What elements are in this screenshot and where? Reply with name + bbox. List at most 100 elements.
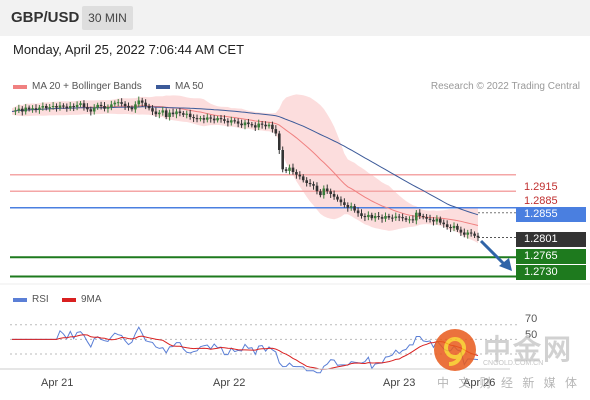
x-label-apr21: Apr 21 [41,377,74,389]
candle-body [147,106,151,109]
x-label-apr23: Apr 23 [383,377,416,389]
rsi-level-70: 70 [525,313,538,325]
candle-body [387,216,391,218]
credit-text: Research © 2022 Trading Central [430,81,580,92]
candle-body [415,212,418,221]
candle-body [346,205,350,208]
candle-body [17,108,21,111]
candle-body [219,118,223,120]
rsi-line [12,326,479,374]
candle-body [278,133,281,150]
candle-body [140,100,144,103]
candle-body [469,232,473,234]
candle-body [401,217,404,219]
candle-body [254,125,257,128]
candle-body [14,110,17,112]
candle-body [421,216,425,218]
level-tag-1.2915: 1.2915 [524,181,558,193]
candle-body [34,108,38,110]
candle-body [264,124,267,127]
candle-body [144,102,147,106]
candle-body [137,100,141,105]
candle-body [127,106,130,108]
candle-body [171,112,175,115]
candle-body [178,111,182,114]
legend-ma20: MA 20 + Bollinger Bands [13,81,142,92]
level-tag-1.2801: 1.2801 [516,232,586,247]
candle-body [113,102,117,105]
candle-body [51,106,55,108]
candle-body [360,213,363,216]
legend-9ma-swatch [62,297,76,302]
candle-body [72,106,75,108]
candle-body [86,107,89,110]
candle-body [168,112,171,117]
candle-body [236,121,240,124]
candle-body [452,225,456,229]
candle-body [257,123,260,128]
candle-body [79,103,82,105]
legend-9ma-label: 9MA [81,294,102,305]
candle-body [134,104,137,110]
candle-body [223,119,226,121]
level-tag-1.2885: 1.2885 [524,195,558,207]
candle-body [233,120,236,122]
timeframe-button[interactable]: 30 MIN [82,6,133,30]
candle-body [428,218,432,220]
ma20-line [11,105,479,226]
candle-body [459,229,463,233]
candle-body [370,214,374,219]
candle-body [195,118,199,120]
candle-body [312,184,315,186]
candle-body [243,122,247,126]
candle-body [89,109,93,112]
candle-body [27,107,31,110]
rsi-panel [10,324,518,374]
watermark-logo-icon [434,329,476,371]
legend-ma50-swatch [156,84,170,89]
candle-body [21,108,24,112]
candle-body [329,191,332,194]
candle-body [367,214,370,218]
candle-body [425,217,428,219]
ma50-line [11,106,479,216]
candle-body [24,107,27,112]
candle-body [271,124,274,130]
candle-body [65,106,69,109]
candle-body [38,107,41,110]
candle-body [336,196,339,200]
candle-body [188,113,192,117]
legend-ma20-label: MA 20 + Bollinger Bands [32,81,142,92]
candle-body [281,150,284,170]
candle-body [92,107,96,112]
watermark-site: CNGOLD.COM.CN [483,360,544,367]
price-levels [10,174,516,278]
candle-body [391,217,394,219]
candle-body [408,219,411,221]
forecast-arrow-head [499,258,512,271]
candle-body [353,206,356,211]
watermark-tagline: 中 文 财 经 新 媒 体 [437,376,581,390]
candle-body [48,107,51,109]
candle-body [230,120,233,123]
candle-body [206,117,209,120]
candle-body [339,199,343,203]
symbol-title: GBP/USD [11,9,80,26]
candle-body [192,117,195,119]
candle-body [308,183,312,185]
candle-body [295,172,298,175]
candle-body [116,102,120,104]
candle-body [151,108,154,112]
candle-body [291,167,295,172]
candle-body [288,167,291,171]
candle-body [75,104,79,108]
candle-body [69,106,72,109]
candle-body [305,180,308,183]
legend-ma20-swatch [13,84,27,89]
candle-body [45,106,48,109]
candle-body [363,216,367,218]
candle-body [325,188,329,192]
candle-body [456,225,459,230]
candle-body [175,111,178,115]
candle-body [319,191,322,196]
